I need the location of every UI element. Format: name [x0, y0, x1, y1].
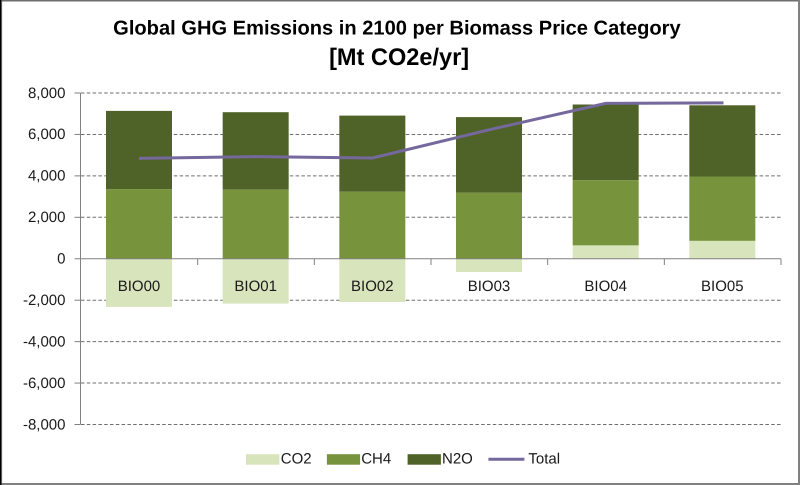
svg-text:8,000: 8,000	[28, 85, 66, 102]
svg-text:BIO01: BIO01	[234, 278, 277, 295]
svg-text:N2O: N2O	[442, 451, 473, 468]
svg-text:Total: Total	[528, 451, 560, 468]
svg-text:6,000: 6,000	[28, 126, 66, 143]
svg-text:0: 0	[57, 251, 65, 268]
svg-text:-2,000: -2,000	[23, 292, 66, 309]
svg-text:4,000: 4,000	[28, 168, 66, 185]
svg-text:BIO02: BIO02	[351, 278, 394, 295]
svg-text:[Mt CO2e/yr]: [Mt CO2e/yr]	[329, 44, 469, 71]
svg-text:BIO00: BIO00	[118, 278, 161, 295]
svg-text:-8,000: -8,000	[23, 416, 66, 433]
svg-text:BIO03: BIO03	[468, 278, 511, 295]
svg-text:BIO05: BIO05	[701, 278, 744, 295]
svg-text:Global GHG Emissions in 2100 p: Global GHG Emissions in 2100 per Biomass…	[113, 18, 681, 40]
svg-text:-6,000: -6,000	[23, 375, 66, 392]
svg-text:BIO04: BIO04	[584, 278, 627, 295]
svg-text:-4,000: -4,000	[23, 333, 66, 350]
svg-text:CO2: CO2	[281, 451, 312, 468]
svg-text:2,000: 2,000	[28, 209, 66, 226]
svg-text:CH4: CH4	[361, 451, 391, 468]
